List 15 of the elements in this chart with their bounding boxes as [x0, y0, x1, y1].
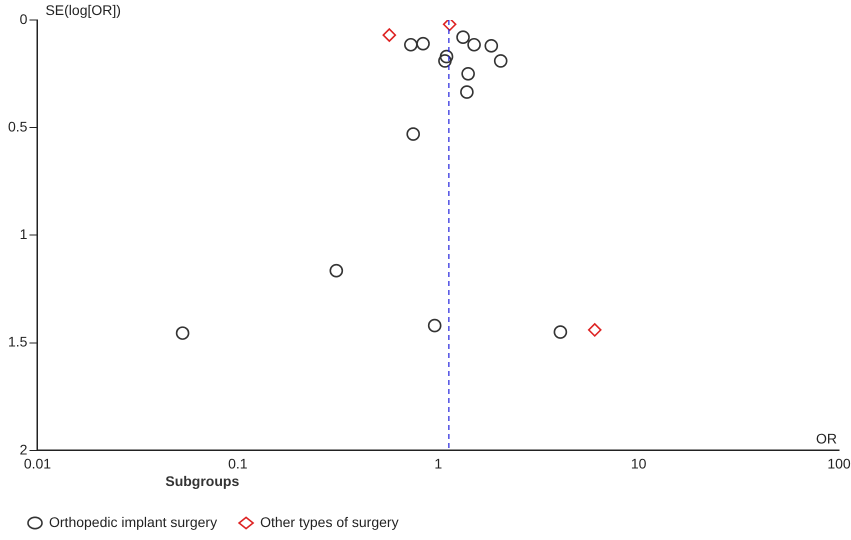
x-tick-label: 10	[630, 456, 647, 472]
y-tick-label: 0	[20, 10, 28, 27]
y-tick-label: 2	[20, 441, 28, 458]
y-tick-label: 0.5	[8, 118, 28, 134]
y-tick-label: 1.5	[8, 334, 28, 350]
x-tick-label: 0.01	[24, 456, 52, 472]
x-tick-label: 0.1	[228, 456, 248, 472]
x-tick-label: 100	[827, 456, 851, 472]
y-axis-title: SE(log[OR])	[45, 2, 121, 18]
x-tick-label: 1	[434, 456, 442, 472]
y-tick-label: 1	[20, 226, 28, 242]
legend-label: Other types of surgery	[260, 514, 399, 530]
legend-title: Subgroups	[165, 473, 240, 490]
legend-label: Orthopedic implant surgery	[49, 514, 218, 530]
x-axis-title: OR	[816, 430, 837, 446]
